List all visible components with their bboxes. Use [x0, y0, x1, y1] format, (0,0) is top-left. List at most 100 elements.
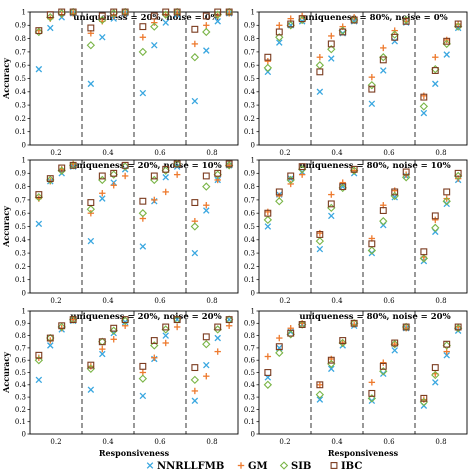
data-point-gm	[380, 359, 387, 366]
data-point-ibc	[368, 389, 376, 397]
y-tick-label: 0.5	[244, 223, 255, 231]
series-ibc	[35, 8, 233, 35]
data-point-ibc	[287, 329, 295, 337]
data-point-sib	[213, 10, 222, 19]
data-point-gm	[328, 32, 335, 40]
data-point-nnrllfmb	[162, 174, 169, 181]
y-tick-label: 0.2	[15, 115, 26, 123]
data-point-ibc	[350, 16, 358, 24]
data-point-gm	[432, 216, 439, 224]
y-tick-label: 0.2	[244, 406, 255, 414]
data-point-gm	[99, 190, 106, 197]
y-tick-label: 0.6	[15, 62, 27, 70]
y-tick-label: 0	[251, 141, 255, 149]
x-tick-label: 0.6	[383, 297, 395, 305]
y-tick-label: 0.8	[15, 332, 26, 340]
panel-5: 0 0.1 0.2 0.3 0.4 0.5 0.6 0.7 0.8 0.9 1 0.2 0.4 0.6 0.…	[1, 307, 239, 458]
panel-title: uniqueness = 80%, noise = 10%	[299, 161, 450, 171]
data-point-ibc	[58, 322, 66, 330]
data-point-nnrllfmb	[139, 89, 147, 97]
legend-label-nnrllfmb: NNRLLFMB	[157, 461, 224, 472]
data-point-gm	[328, 191, 335, 198]
data-point-ibc	[139, 362, 147, 370]
y-tick-label: 0.1	[15, 276, 26, 284]
data-point-ibc	[368, 85, 376, 93]
y-tick-label: 0.6	[244, 357, 256, 365]
data-point-sib	[401, 173, 411, 182]
data-point-nnrllfmb	[35, 376, 43, 384]
data-point-ibc	[264, 209, 272, 217]
y-tick-label: 0.4	[15, 381, 27, 389]
data-point-nnrllfmb	[316, 396, 324, 403]
data-point-sib	[431, 223, 440, 233]
y-tick-label: 0.1	[244, 128, 255, 136]
data-point-gm	[264, 58, 272, 65]
data-point-ibc	[264, 369, 272, 376]
data-point-nnrllfmb	[432, 379, 439, 386]
legend-marker-symbol	[146, 462, 154, 469]
y-tick-label: 0.8	[15, 183, 26, 191]
x-tick-label: 0.6	[154, 297, 166, 305]
x-axis-label: Responsiveness	[99, 448, 170, 458]
data-point-ibc	[69, 161, 77, 169]
data-point-sib	[315, 236, 325, 246]
data-point-nnrllfmb	[35, 65, 43, 73]
panel-title: uniqueness = 80%, noise = 0%	[302, 13, 447, 23]
y-tick-label: 0	[251, 289, 255, 297]
x-tick-label: 0.4	[102, 149, 114, 157]
legend-label-gm: GM	[248, 461, 268, 472]
data-point-nnrllfmb	[454, 24, 462, 32]
data-point-gm	[420, 396, 428, 403]
data-point-ibc	[87, 24, 95, 32]
data-point-sib	[263, 215, 273, 225]
y-tick-label: 0.5	[244, 75, 255, 83]
y-tick-label: 0.4	[244, 236, 256, 244]
data-point-ibc	[431, 212, 439, 220]
data-point-nnrllfmb	[35, 220, 43, 228]
data-point-ibc	[287, 172, 295, 180]
data-point-gm	[99, 345, 106, 353]
y-tick-label: 0.7	[15, 196, 26, 204]
data-point-nnrllfmb	[162, 19, 169, 26]
y-tick-label: 0.2	[244, 115, 255, 123]
data-point-sib	[57, 322, 66, 332]
data-point-nnrllfmb	[391, 193, 398, 201]
y-tick-label: 0.1	[244, 276, 255, 284]
data-point-gm	[87, 363, 95, 370]
y-tick-label: 0.5	[15, 369, 26, 377]
data-point-ibc	[191, 25, 199, 33]
x-tick-label: 0.8	[435, 297, 446, 305]
data-point-ibc	[202, 172, 210, 180]
data-point-sib	[379, 53, 388, 62]
data-point-gm	[264, 208, 272, 216]
data-point-nnrllfmb	[151, 41, 158, 49]
data-point-sib	[390, 340, 399, 349]
x-tick-label: 0.6	[383, 438, 395, 446]
data-point-ibc	[443, 37, 451, 45]
y-tick-label: 1	[22, 156, 26, 164]
data-point-nnrllfmb	[316, 88, 324, 96]
data-point-ibc	[150, 12, 158, 20]
data-point-ibc	[275, 188, 283, 196]
y-tick-label: 0.1	[15, 128, 26, 136]
data-point-gm	[264, 353, 272, 360]
y-tick-label: 0.7	[15, 344, 26, 352]
panel-4: 0 0.1 0.2 0.3 0.4 0.5 0.6 0.7 0.8 0.9 1 0.2 0.4 0.6 0.…	[244, 156, 468, 305]
data-point-gm	[420, 92, 428, 99]
data-point-ibc	[420, 394, 428, 402]
data-point-ibc	[202, 12, 210, 20]
data-point-nnrllfmb	[432, 80, 439, 88]
panel-3: 0 0.1 0.2 0.3 0.4 0.5 0.6 0.7 0.8 0.9 1 0.2 0.4 0.6 0.…	[1, 156, 239, 305]
data-point-ibc	[46, 11, 54, 19]
y-tick-label: 0.4	[244, 381, 256, 389]
data-point-nnrllfmb	[47, 24, 54, 32]
y-tick-label: 0.9	[15, 320, 26, 328]
data-point-ibc	[69, 316, 77, 324]
data-point-ibc	[191, 364, 199, 372]
x-tick-label: 0.6	[154, 149, 166, 157]
data-point-nnrllfmb	[443, 352, 450, 359]
legend-marker-symbol	[279, 461, 289, 470]
legend-marker-gm	[237, 462, 245, 469]
y-tick-label: 0.3	[15, 102, 26, 110]
